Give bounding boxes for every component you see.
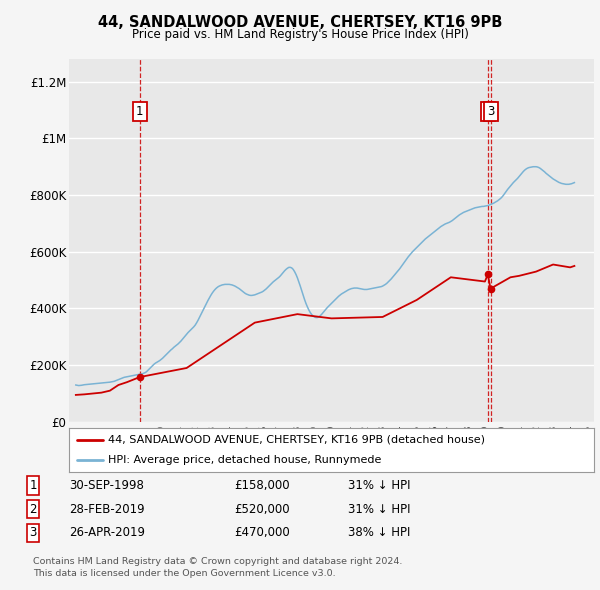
Text: Contains HM Land Registry data © Crown copyright and database right 2024.: Contains HM Land Registry data © Crown c… xyxy=(33,558,403,566)
Text: 26-APR-2019: 26-APR-2019 xyxy=(69,526,145,539)
Text: £520,000: £520,000 xyxy=(234,503,290,516)
Text: 3: 3 xyxy=(29,526,37,539)
Text: £158,000: £158,000 xyxy=(234,479,290,492)
Text: £470,000: £470,000 xyxy=(234,526,290,539)
Text: 1: 1 xyxy=(136,105,143,118)
Text: 44, SANDALWOOD AVENUE, CHERTSEY, KT16 9PB: 44, SANDALWOOD AVENUE, CHERTSEY, KT16 9P… xyxy=(98,15,502,30)
Text: HPI: Average price, detached house, Runnymede: HPI: Average price, detached house, Runn… xyxy=(109,455,382,465)
Text: 2: 2 xyxy=(484,105,491,118)
Text: 2: 2 xyxy=(29,503,37,516)
Text: 1: 1 xyxy=(29,479,37,492)
Text: This data is licensed under the Open Government Licence v3.0.: This data is licensed under the Open Gov… xyxy=(33,569,335,578)
Text: 30-SEP-1998: 30-SEP-1998 xyxy=(69,479,144,492)
Text: 38% ↓ HPI: 38% ↓ HPI xyxy=(348,526,410,539)
Text: 31% ↓ HPI: 31% ↓ HPI xyxy=(348,503,410,516)
Text: 3: 3 xyxy=(487,105,494,118)
Text: 31% ↓ HPI: 31% ↓ HPI xyxy=(348,479,410,492)
Text: 28-FEB-2019: 28-FEB-2019 xyxy=(69,503,145,516)
Text: 44, SANDALWOOD AVENUE, CHERTSEY, KT16 9PB (detached house): 44, SANDALWOOD AVENUE, CHERTSEY, KT16 9P… xyxy=(109,435,485,445)
Text: Price paid vs. HM Land Registry's House Price Index (HPI): Price paid vs. HM Land Registry's House … xyxy=(131,28,469,41)
